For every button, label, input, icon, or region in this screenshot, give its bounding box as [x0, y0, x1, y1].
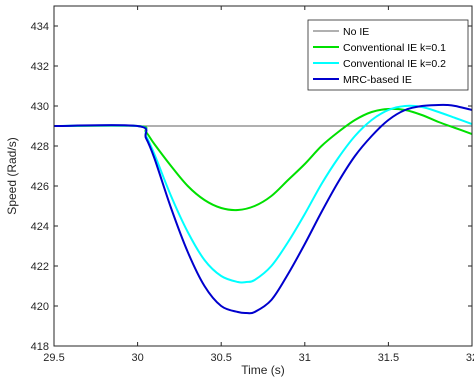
- x-axis-label: Time (s): [241, 363, 285, 377]
- x-tick-label: 30.5: [210, 352, 231, 364]
- legend-entry: Conventional IE k=0.1: [343, 42, 446, 54]
- y-tick-label: 420: [31, 301, 49, 313]
- y-tick-label: 428: [31, 141, 49, 153]
- axes-layer: [53, 5, 473, 347]
- x-tick-label: 32: [466, 352, 474, 364]
- ticks-layer: 29.5 30 30.5 31 31.5 32 418 420 422 424 426 428 430 4…: [31, 6, 474, 364]
- legend-entry: No IE: [343, 26, 369, 38]
- y-axis-label: Speed (Rad/s): [5, 137, 19, 214]
- series-line-2: [54, 107, 472, 212]
- legend: No IE Conventional IE k=0.1 Conventional I…: [307, 19, 469, 91]
- x-tick-label: 29.5: [43, 352, 64, 364]
- x-tick-label: 30: [131, 352, 143, 364]
- series-line-3: [54, 104, 472, 284]
- y-tick-label: 434: [31, 21, 49, 33]
- legend-entry: MRC-based IE: [343, 74, 412, 86]
- x-tick-label: 31.5: [378, 352, 399, 364]
- series-line-4: [54, 103, 472, 315]
- legend-entry: Conventional IE k=0.2: [343, 58, 446, 70]
- y-tick-label: 432: [31, 61, 49, 73]
- y-tick-label: 418: [31, 341, 49, 353]
- y-tick-label: 426: [31, 181, 49, 193]
- axes-box: [53, 5, 473, 347]
- series-layer: [54, 103, 472, 315]
- y-tick-label: 422: [31, 261, 49, 273]
- y-tick-label: 430: [31, 101, 49, 113]
- x-tick-label: 31: [299, 352, 311, 364]
- y-tick-label: 424: [31, 221, 49, 233]
